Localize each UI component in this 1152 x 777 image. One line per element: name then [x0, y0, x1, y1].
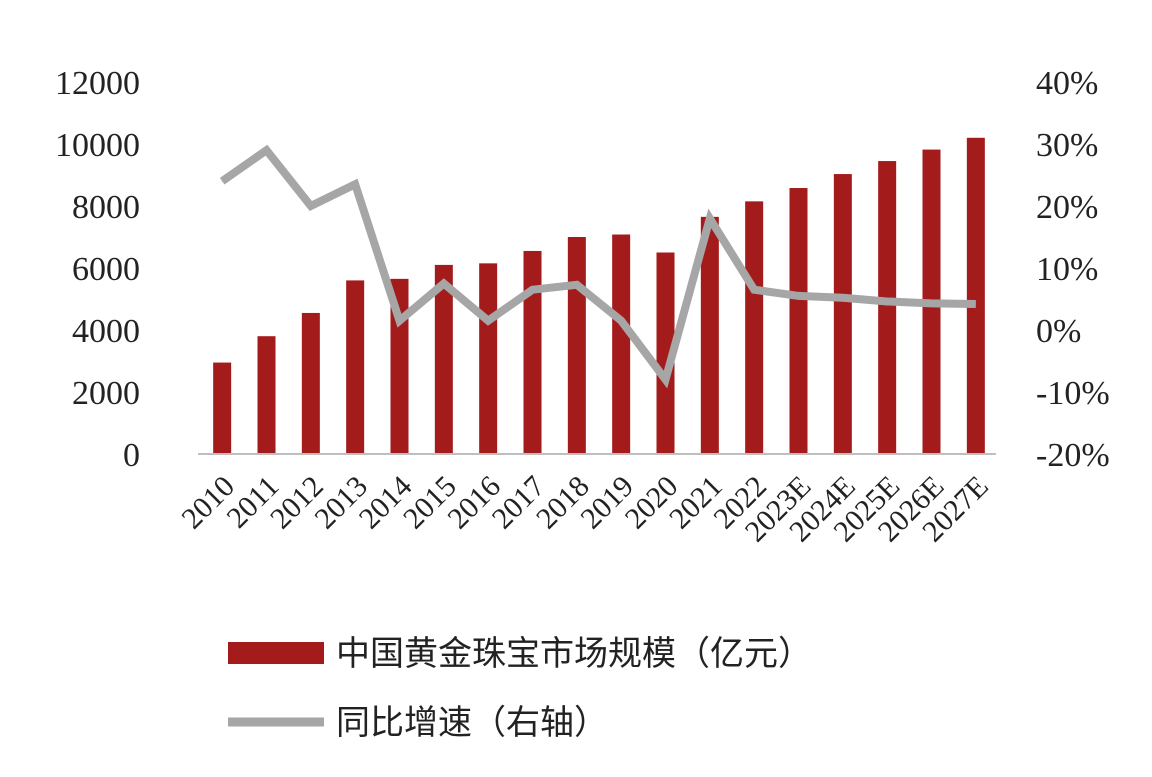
y-left-tick-label: 6000	[72, 251, 140, 288]
growth-point	[620, 320, 622, 322]
line-series	[219, 144, 977, 389]
growth-point	[487, 320, 489, 322]
bar	[301, 312, 320, 454]
y-left-tick-label: 4000	[72, 313, 140, 350]
bar	[878, 161, 897, 455]
y-left-tick-label: 2000	[72, 375, 140, 412]
bar	[390, 278, 409, 454]
bar	[833, 174, 852, 454]
growth-point	[665, 379, 666, 381]
bar	[567, 237, 586, 454]
growth-point	[576, 284, 578, 286]
bar	[700, 216, 719, 454]
growth-point	[709, 217, 711, 219]
growth-point	[399, 320, 400, 322]
y-left-tick-label: 10000	[55, 127, 140, 164]
growth-point	[221, 180, 223, 182]
bar	[257, 336, 276, 454]
bar-series	[213, 137, 985, 455]
bar	[612, 234, 631, 454]
bar	[346, 280, 365, 454]
growth-point	[842, 297, 844, 299]
legend: 中国黄金珠宝市场规模（亿元） 同比增速（右轴）	[228, 634, 812, 743]
y-right-tick-label: 40%	[1036, 65, 1098, 102]
legend-label-line: 同比增速（右轴）	[336, 703, 608, 743]
bar	[213, 362, 232, 454]
bar	[434, 264, 453, 454]
growth-point	[798, 295, 799, 297]
x-axis-tick-labels: 2010201120122013201420152016201720182019…	[175, 470, 994, 549]
growth-point	[753, 289, 755, 291]
y-right-tick-label: -10%	[1036, 375, 1110, 412]
growth-point	[975, 303, 977, 305]
y-left-tick-label: 0	[123, 437, 140, 474]
bar	[745, 201, 764, 454]
y-right-tick-label: -20%	[1036, 437, 1110, 474]
growth-point	[310, 205, 312, 207]
bar	[966, 137, 985, 455]
y-axis-left: 0 2000 4000 6000 8000 10000 12000	[55, 65, 140, 474]
y-right-tick-label: 0%	[1036, 313, 1081, 350]
growth-point	[532, 289, 533, 291]
y-axis-right: -20% -10% 0% 10% 20% 30% 40%	[1036, 65, 1110, 474]
y-right-tick-label: 30%	[1036, 127, 1098, 164]
bar	[789, 188, 808, 454]
y-left-tick-label: 8000	[72, 189, 140, 226]
growth-point	[443, 283, 445, 284]
growth-point	[886, 300, 888, 302]
y-right-tick-label: 20%	[1036, 189, 1098, 226]
bar	[479, 263, 498, 454]
legend-swatch-bar	[228, 642, 324, 664]
y-right-tick-label: 10%	[1036, 251, 1098, 288]
legend-label-bar: 中国黄金珠宝市场规模（亿元）	[336, 634, 812, 674]
y-left-tick-label: 12000	[55, 65, 140, 102]
bar	[523, 250, 542, 454]
growth-line	[219, 144, 976, 389]
growth-point	[266, 149, 267, 151]
bar	[656, 252, 675, 454]
growth-point	[931, 302, 932, 304]
growth-point	[354, 183, 356, 185]
